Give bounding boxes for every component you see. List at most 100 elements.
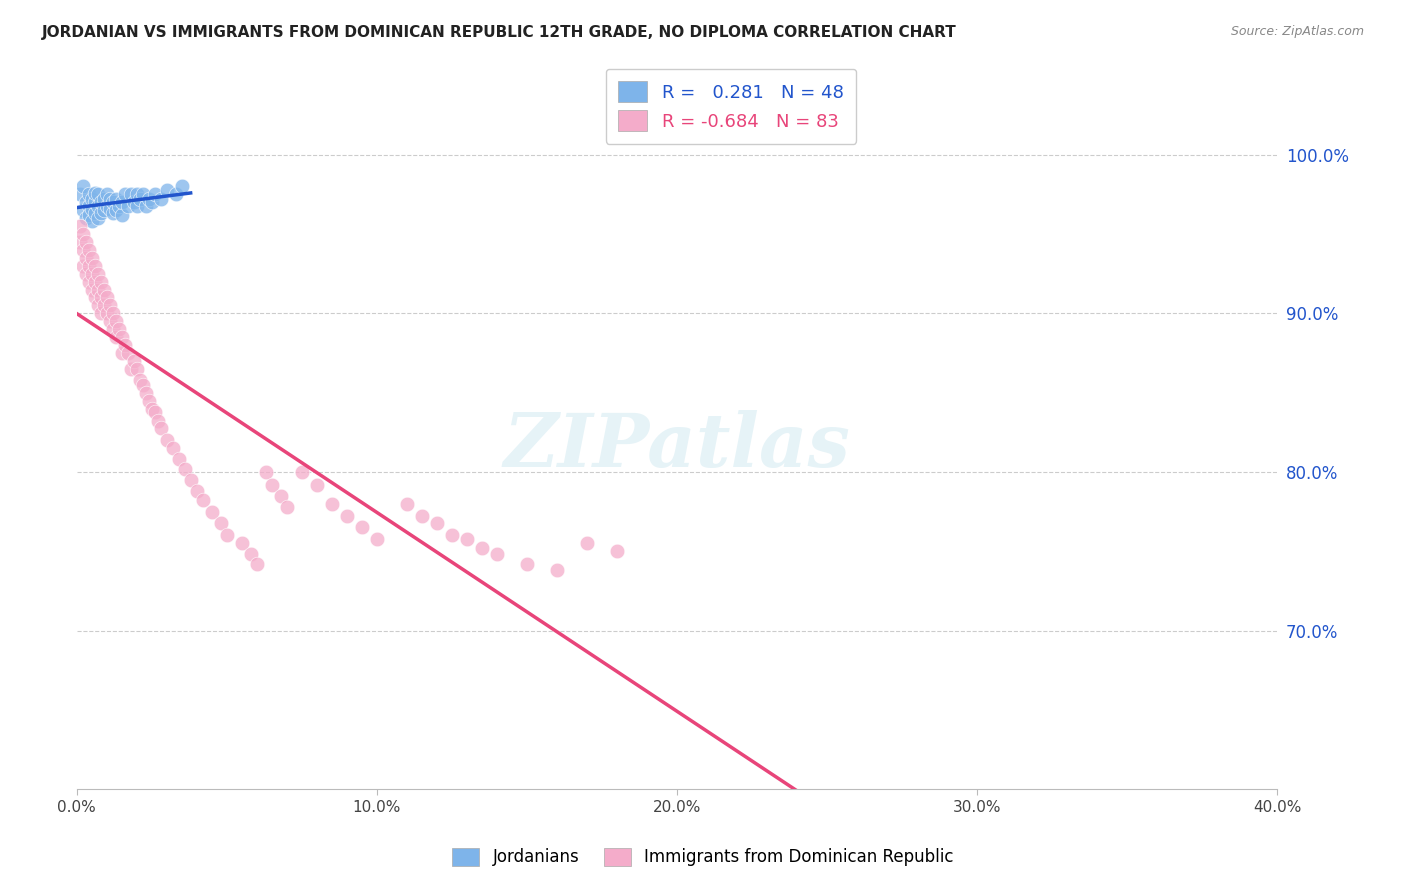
Point [440,528,463,542]
Point [156,183,179,197]
Point [72,179,94,194]
Point [186,483,208,498]
Point [170,179,193,194]
Point [107,322,129,336]
Point [83,206,105,220]
Point [456,532,478,546]
Point [117,198,139,212]
Point [93,298,115,312]
Legend: Jordanians, Immigrants from Dominican Republic: Jordanians, Immigrants from Dominican Re… [444,839,962,875]
Point [75,267,97,281]
Point [122,354,145,368]
Point [516,557,538,571]
Point [96,291,118,305]
Point [135,198,157,212]
Point [77,259,100,273]
Point [80,283,103,297]
Point [122,195,145,210]
Point [80,202,103,216]
Point [120,362,142,376]
Point [104,192,127,206]
Point [120,187,142,202]
Point [411,509,433,524]
Point [80,192,103,206]
Point [114,187,136,202]
Point [191,493,214,508]
Point [86,283,108,297]
Point [215,528,238,542]
Point [143,187,166,202]
Point [143,405,166,419]
Point [546,563,568,577]
Point [305,477,328,491]
Point [101,306,124,320]
Point [156,434,179,448]
Text: JORDANIAN VS IMMIGRANTS FROM DOMINICAN REPUBLIC 12TH GRADE, NO DIPLOMA CORRELATI: JORDANIAN VS IMMIGRANTS FROM DOMINICAN R… [42,25,957,40]
Point [77,198,100,212]
Point [575,536,598,550]
Point [471,541,494,555]
Legend: R =   0.281   N = 48, R = -0.684   N = 83: R = 0.281 N = 48, R = -0.684 N = 83 [606,69,856,144]
Point [90,306,112,320]
Point [90,195,112,210]
Point [125,187,148,202]
Point [366,532,388,546]
Point [77,187,100,202]
Point [104,314,127,328]
Point [98,192,121,206]
Point [83,259,105,273]
Point [77,243,100,257]
Point [270,489,292,503]
Point [104,330,127,344]
Point [101,206,124,220]
Point [93,283,115,297]
Point [83,275,105,289]
Point [86,298,108,312]
Point [75,251,97,265]
Point [114,338,136,352]
Text: Source: ZipAtlas.com: Source: ZipAtlas.com [1230,25,1364,38]
Point [90,275,112,289]
Point [90,291,112,305]
Point [165,187,187,202]
Point [606,544,628,558]
Text: ZIPatlas: ZIPatlas [503,410,851,483]
Point [321,497,343,511]
Point [131,377,153,392]
Point [77,208,100,222]
Point [96,306,118,320]
Point [110,195,132,210]
Point [83,195,105,210]
Point [231,536,253,550]
Point [201,505,224,519]
Point [104,203,127,218]
Point [80,251,103,265]
Point [260,477,283,491]
Point [180,473,202,487]
Point [125,362,148,376]
Point [131,187,153,202]
Point [93,192,115,206]
Point [75,195,97,210]
Point [93,203,115,218]
Point [107,198,129,212]
Point [291,465,314,479]
Point [117,346,139,360]
Point [75,211,97,226]
Point [146,414,169,428]
Point [75,235,97,249]
Point [96,198,118,212]
Point [350,520,373,534]
Point [395,497,418,511]
Point [86,198,108,212]
Point [110,346,132,360]
Point [72,259,94,273]
Point [254,465,277,479]
Point [86,211,108,226]
Point [110,208,132,222]
Point [69,219,91,234]
Point [72,203,94,218]
Point [69,235,91,249]
Point [90,206,112,220]
Point [138,393,160,408]
